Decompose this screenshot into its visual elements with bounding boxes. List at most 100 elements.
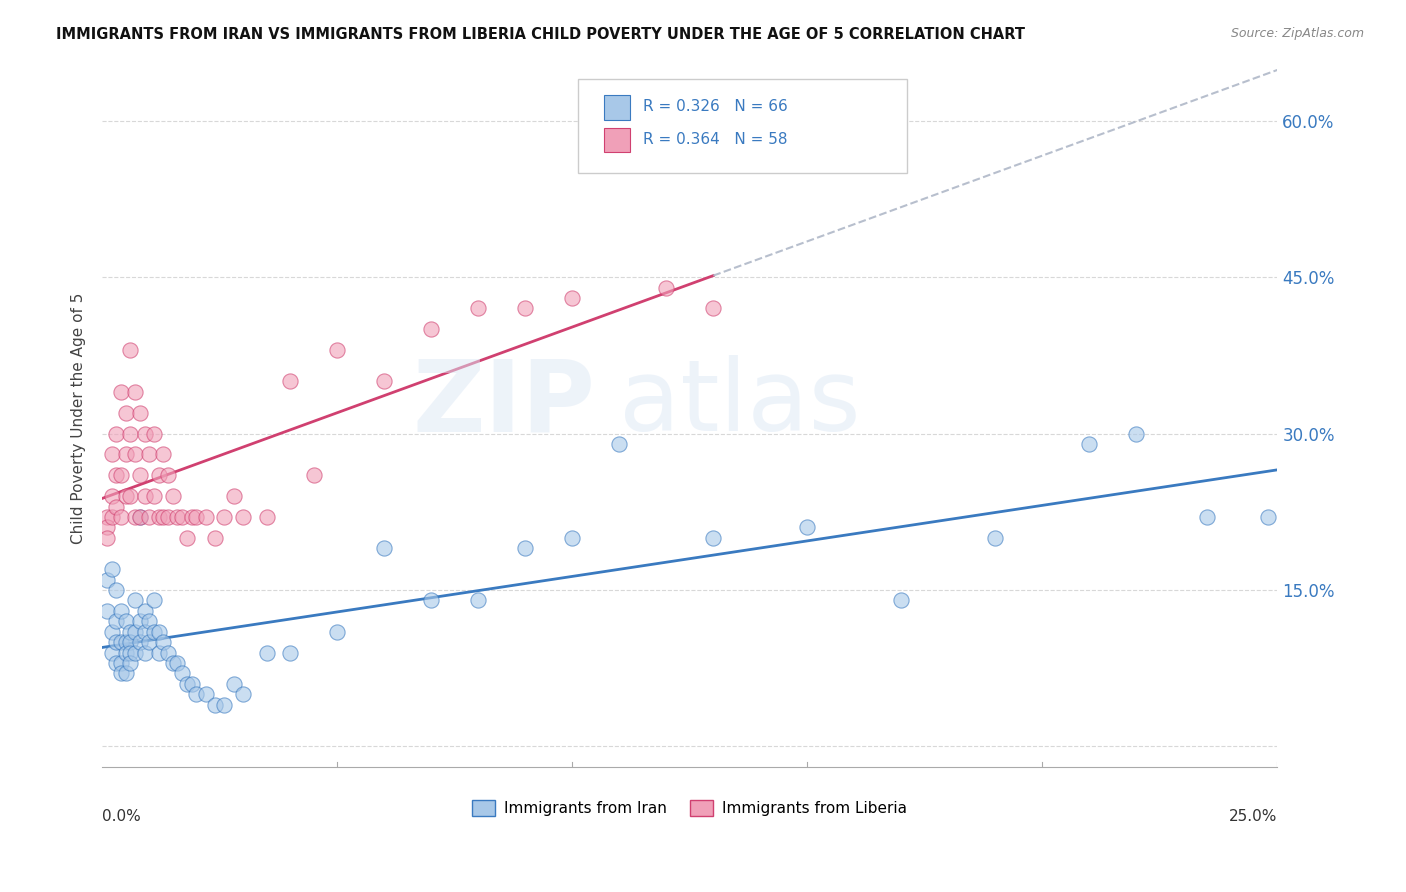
Point — [120, 646, 142, 660]
Point — [326, 624, 349, 639]
Point — [96, 520, 118, 534]
FancyBboxPatch shape — [578, 79, 907, 173]
Point — [166, 656, 188, 670]
Point — [302, 468, 325, 483]
Point — [467, 593, 489, 607]
Point — [162, 656, 184, 670]
Point — [100, 624, 122, 639]
Point — [110, 635, 132, 649]
Point — [176, 531, 198, 545]
Point — [890, 593, 912, 607]
Point — [1195, 510, 1218, 524]
Point — [120, 426, 142, 441]
Point — [128, 510, 150, 524]
Point — [232, 687, 254, 701]
Point — [120, 624, 142, 639]
Point — [142, 624, 165, 639]
Point — [110, 604, 132, 618]
Point — [100, 447, 122, 461]
Point — [373, 541, 395, 556]
Point — [420, 322, 443, 336]
Point — [148, 468, 170, 483]
Point — [96, 510, 118, 524]
Point — [278, 375, 301, 389]
Point — [467, 301, 489, 316]
Point — [105, 468, 128, 483]
Point — [142, 593, 165, 607]
Point — [194, 510, 217, 524]
Point — [607, 437, 630, 451]
Point — [702, 301, 724, 316]
Point — [1078, 437, 1101, 451]
Point — [204, 698, 226, 712]
Point — [655, 280, 678, 294]
Point — [373, 375, 395, 389]
Point — [561, 531, 583, 545]
Point — [326, 343, 349, 357]
Point — [128, 635, 150, 649]
Point — [110, 468, 132, 483]
Point — [152, 510, 174, 524]
Point — [172, 666, 194, 681]
Point — [180, 510, 202, 524]
Text: Source: ZipAtlas.com: Source: ZipAtlas.com — [1230, 27, 1364, 40]
Point — [142, 489, 165, 503]
Point — [157, 468, 180, 483]
Point — [256, 510, 278, 524]
Text: 25.0%: 25.0% — [1229, 809, 1278, 824]
Point — [420, 593, 443, 607]
Point — [105, 656, 128, 670]
Text: R = 0.364   N = 58: R = 0.364 N = 58 — [643, 132, 787, 147]
Point — [114, 666, 136, 681]
Point — [194, 687, 217, 701]
Point — [124, 646, 146, 660]
Point — [105, 635, 128, 649]
Point — [124, 510, 146, 524]
Point — [134, 646, 156, 660]
Point — [214, 698, 236, 712]
Point — [172, 510, 194, 524]
Point — [105, 426, 128, 441]
Point — [148, 646, 170, 660]
Point — [105, 582, 128, 597]
Point — [100, 646, 122, 660]
Point — [120, 656, 142, 670]
Point — [515, 541, 537, 556]
Point — [232, 510, 254, 524]
Point — [110, 666, 132, 681]
Point — [1257, 510, 1279, 524]
Point — [157, 510, 180, 524]
Point — [186, 687, 208, 701]
Text: IMMIGRANTS FROM IRAN VS IMMIGRANTS FROM LIBERIA CHILD POVERTY UNDER THE AGE OF 5: IMMIGRANTS FROM IRAN VS IMMIGRANTS FROM … — [56, 27, 1025, 42]
Point — [128, 614, 150, 628]
Point — [134, 604, 156, 618]
Point — [105, 614, 128, 628]
Point — [110, 510, 132, 524]
Point — [157, 646, 180, 660]
Point — [124, 624, 146, 639]
Point — [134, 624, 156, 639]
Text: ZIP: ZIP — [413, 355, 596, 452]
Point — [96, 573, 118, 587]
Point — [114, 489, 136, 503]
Point — [134, 489, 156, 503]
Point — [114, 406, 136, 420]
Point — [114, 635, 136, 649]
Point — [278, 646, 301, 660]
Point — [124, 593, 146, 607]
Point — [515, 301, 537, 316]
Y-axis label: Child Poverty Under the Age of 5: Child Poverty Under the Age of 5 — [72, 293, 86, 543]
Point — [138, 447, 160, 461]
Point — [128, 468, 150, 483]
Point — [561, 291, 583, 305]
Point — [256, 646, 278, 660]
Point — [110, 656, 132, 670]
Point — [176, 677, 198, 691]
Point — [148, 624, 170, 639]
Point — [114, 646, 136, 660]
Point — [162, 489, 184, 503]
Point — [138, 614, 160, 628]
Text: R = 0.326   N = 66: R = 0.326 N = 66 — [643, 99, 787, 114]
Point — [120, 489, 142, 503]
Point — [100, 489, 122, 503]
